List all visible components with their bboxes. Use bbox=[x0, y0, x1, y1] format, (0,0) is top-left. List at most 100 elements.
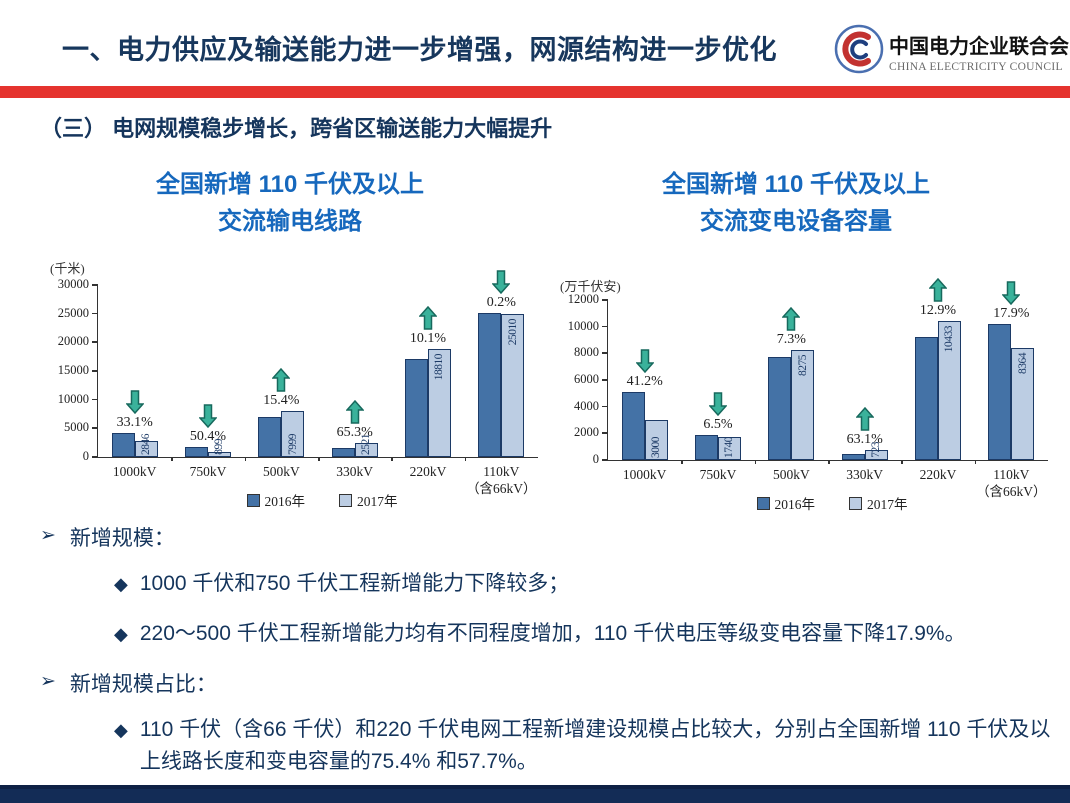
trend-up-arrow-icon bbox=[855, 407, 874, 432]
bar-group: 41.2% 3000 bbox=[608, 349, 681, 460]
bar-2017: 18810 bbox=[427, 349, 451, 457]
bar-2016 bbox=[621, 391, 645, 460]
y-axis-tick-label: 2000 bbox=[574, 425, 599, 440]
x-axis-category-label: 330kV bbox=[828, 466, 901, 483]
x-axis-category-label: 500kV bbox=[245, 463, 318, 480]
x-axis-tick bbox=[681, 460, 683, 464]
change-annotation: 15.4% bbox=[263, 368, 299, 409]
change-percent-label: 33.1% bbox=[116, 414, 153, 430]
change-percent-label: 12.9% bbox=[919, 302, 957, 318]
y-axis-tick bbox=[92, 456, 98, 458]
sub-bullet-item: ◆ 110 千伏（含66 千伏）和220 千伏电网工程新增建设规模占比较大，分别占… bbox=[114, 714, 1052, 778]
y-axis-tick bbox=[602, 325, 608, 328]
y-axis-tick-label: 30000 bbox=[57, 277, 89, 291]
y-axis-tick-label: 5000 bbox=[64, 420, 89, 435]
change-annotation: 41.2% bbox=[627, 349, 663, 390]
bars-row: 1740 bbox=[694, 435, 741, 460]
trend-down-arrow-icon bbox=[708, 392, 727, 417]
y-axis-tick bbox=[602, 432, 608, 434]
diamond-bullet-icon: ◆ bbox=[114, 624, 128, 644]
arrow-bullet-icon: ➢ bbox=[40, 671, 56, 692]
bar-group: 10.1% 18810 bbox=[391, 306, 464, 457]
bar-value-label: 1740 bbox=[723, 437, 736, 458]
legend-swatch bbox=[339, 493, 352, 507]
cec-logo: 中国电力企业联合会 CHINA ELECTRICITY COUNCIL bbox=[834, 24, 1069, 79]
x-label-line: 330kV bbox=[846, 467, 884, 482]
x-axis-tick bbox=[244, 457, 247, 461]
diamond-bullet-icon: ◆ bbox=[114, 720, 128, 740]
change-percent-label: 0.2% bbox=[486, 295, 516, 311]
change-percent-label: 6.5% bbox=[703, 417, 733, 433]
y-axis-tick-label: 0 bbox=[82, 449, 89, 463]
bar-2017: 8275 bbox=[791, 349, 815, 460]
y-axis-tick bbox=[92, 370, 98, 372]
change-percent-label: 7.3% bbox=[776, 331, 806, 347]
y-axis-tick bbox=[92, 341, 98, 343]
y-axis-tick-label: 12000 bbox=[567, 292, 599, 306]
bar-value-label: 8364 bbox=[1016, 353, 1029, 375]
bar-group: 0.2% 25010 bbox=[465, 270, 538, 457]
y-axis-unit-label: (千米) bbox=[50, 261, 85, 276]
bar-value-label: 2846 bbox=[140, 434, 153, 455]
bar-group: 12.9% 10433 bbox=[901, 277, 974, 460]
bar-group: 50.4% 899 bbox=[171, 403, 244, 457]
x-label-line: 110kV bbox=[483, 464, 520, 479]
transformer-capacity-chart: (万千伏安) 0 2000 4000 6000 8000 10000 12000 41.2% 30… bbox=[552, 252, 1057, 513]
x-label-line: 220kV bbox=[409, 464, 447, 479]
bullet-text: 1000 千伏和750 千伏工程新增能力下降较多； bbox=[139, 572, 570, 595]
bar-2016 bbox=[768, 357, 792, 460]
transmission-line-length-chart: (千米) 0 5000 10000 15000 20000 25000 30000 33.1% 2… bbox=[42, 252, 547, 510]
bars-row: 899 bbox=[184, 439, 231, 457]
bar-2016 bbox=[478, 313, 502, 457]
change-annotation: 12.9% bbox=[919, 277, 957, 319]
x-axis-tick bbox=[901, 460, 903, 464]
bar-2016 bbox=[914, 336, 938, 460]
x-label-line: 500kV bbox=[772, 467, 810, 482]
change-annotation: 50.4% bbox=[190, 403, 226, 445]
bar-value-label: 2521 bbox=[360, 434, 373, 455]
y-axis-tick-label: 10000 bbox=[57, 391, 89, 406]
right-chart-title-line1: 全国新增 110 千伏及以上 bbox=[661, 171, 931, 198]
bars-row: 10433 bbox=[914, 320, 961, 460]
change-annotation: 17.9% bbox=[993, 281, 1029, 322]
slide-title: 一、电力供应及输送能力进一步增强，网源结构进一步优化 bbox=[62, 35, 777, 65]
y-axis-tick bbox=[92, 398, 98, 401]
bar-value-label: 723 bbox=[870, 442, 883, 458]
change-percent-label: 41.2% bbox=[626, 373, 663, 389]
y-axis-tick bbox=[602, 379, 608, 381]
bars-row: 2846 bbox=[111, 432, 158, 457]
x-label-line: 750kV bbox=[699, 467, 737, 482]
footer-bar bbox=[0, 785, 1070, 803]
right-chart-title: 全国新增 110 千伏及以上 交流变电设备容量 bbox=[566, 166, 1026, 240]
cec-name-en: CHINA ELECTRICITY COUNCIL bbox=[889, 61, 1063, 73]
y-axis-tick-label: 10000 bbox=[567, 318, 599, 333]
bar-2017: 723 bbox=[864, 442, 888, 460]
bar-group: 63.1% 723 bbox=[828, 407, 901, 460]
bar-2016 bbox=[841, 454, 865, 460]
arrow-bullet-icon: ➢ bbox=[40, 525, 56, 546]
change-percent-label: 65.3% bbox=[336, 424, 373, 440]
trend-up-arrow-icon bbox=[782, 306, 801, 331]
trend-up-arrow-icon bbox=[272, 368, 291, 392]
bullet-text: 220～500 千伏工程新增能力均有不同程度增加，110 千伏电压等级变电容量下… bbox=[139, 622, 966, 645]
bar-2017: 3000 bbox=[644, 420, 668, 460]
bar-2016 bbox=[404, 359, 428, 457]
bar-group: 6.5% 1740 bbox=[681, 392, 754, 460]
bar-2016 bbox=[988, 324, 1012, 460]
left-chart-title-line2: 交流输电线路 bbox=[218, 208, 362, 235]
trend-up-arrow-icon bbox=[928, 277, 947, 302]
x-axis-category-label: 220kV bbox=[901, 466, 974, 483]
x-axis-category-label: 330kV bbox=[318, 463, 391, 480]
legend-item: 2017年 bbox=[339, 490, 398, 510]
bullet-item: ➢ 新增规模： bbox=[40, 522, 1052, 552]
legend-swatch bbox=[756, 496, 770, 510]
change-annotation: 65.3% bbox=[336, 399, 373, 441]
trend-down-arrow-icon bbox=[635, 349, 654, 373]
x-axis-tick bbox=[828, 460, 830, 464]
x-label-line: 750kV bbox=[189, 464, 227, 479]
chart-legend: 2016年 2017年 bbox=[97, 490, 547, 510]
legend-label: 2016年 bbox=[264, 494, 306, 509]
sub-bullet-item: ◆ 1000 千伏和750 千伏工程新增能力下降较多； bbox=[114, 568, 1052, 600]
trend-down-arrow-icon bbox=[1002, 281, 1021, 306]
y-axis-tick-label: 8000 bbox=[574, 345, 599, 360]
